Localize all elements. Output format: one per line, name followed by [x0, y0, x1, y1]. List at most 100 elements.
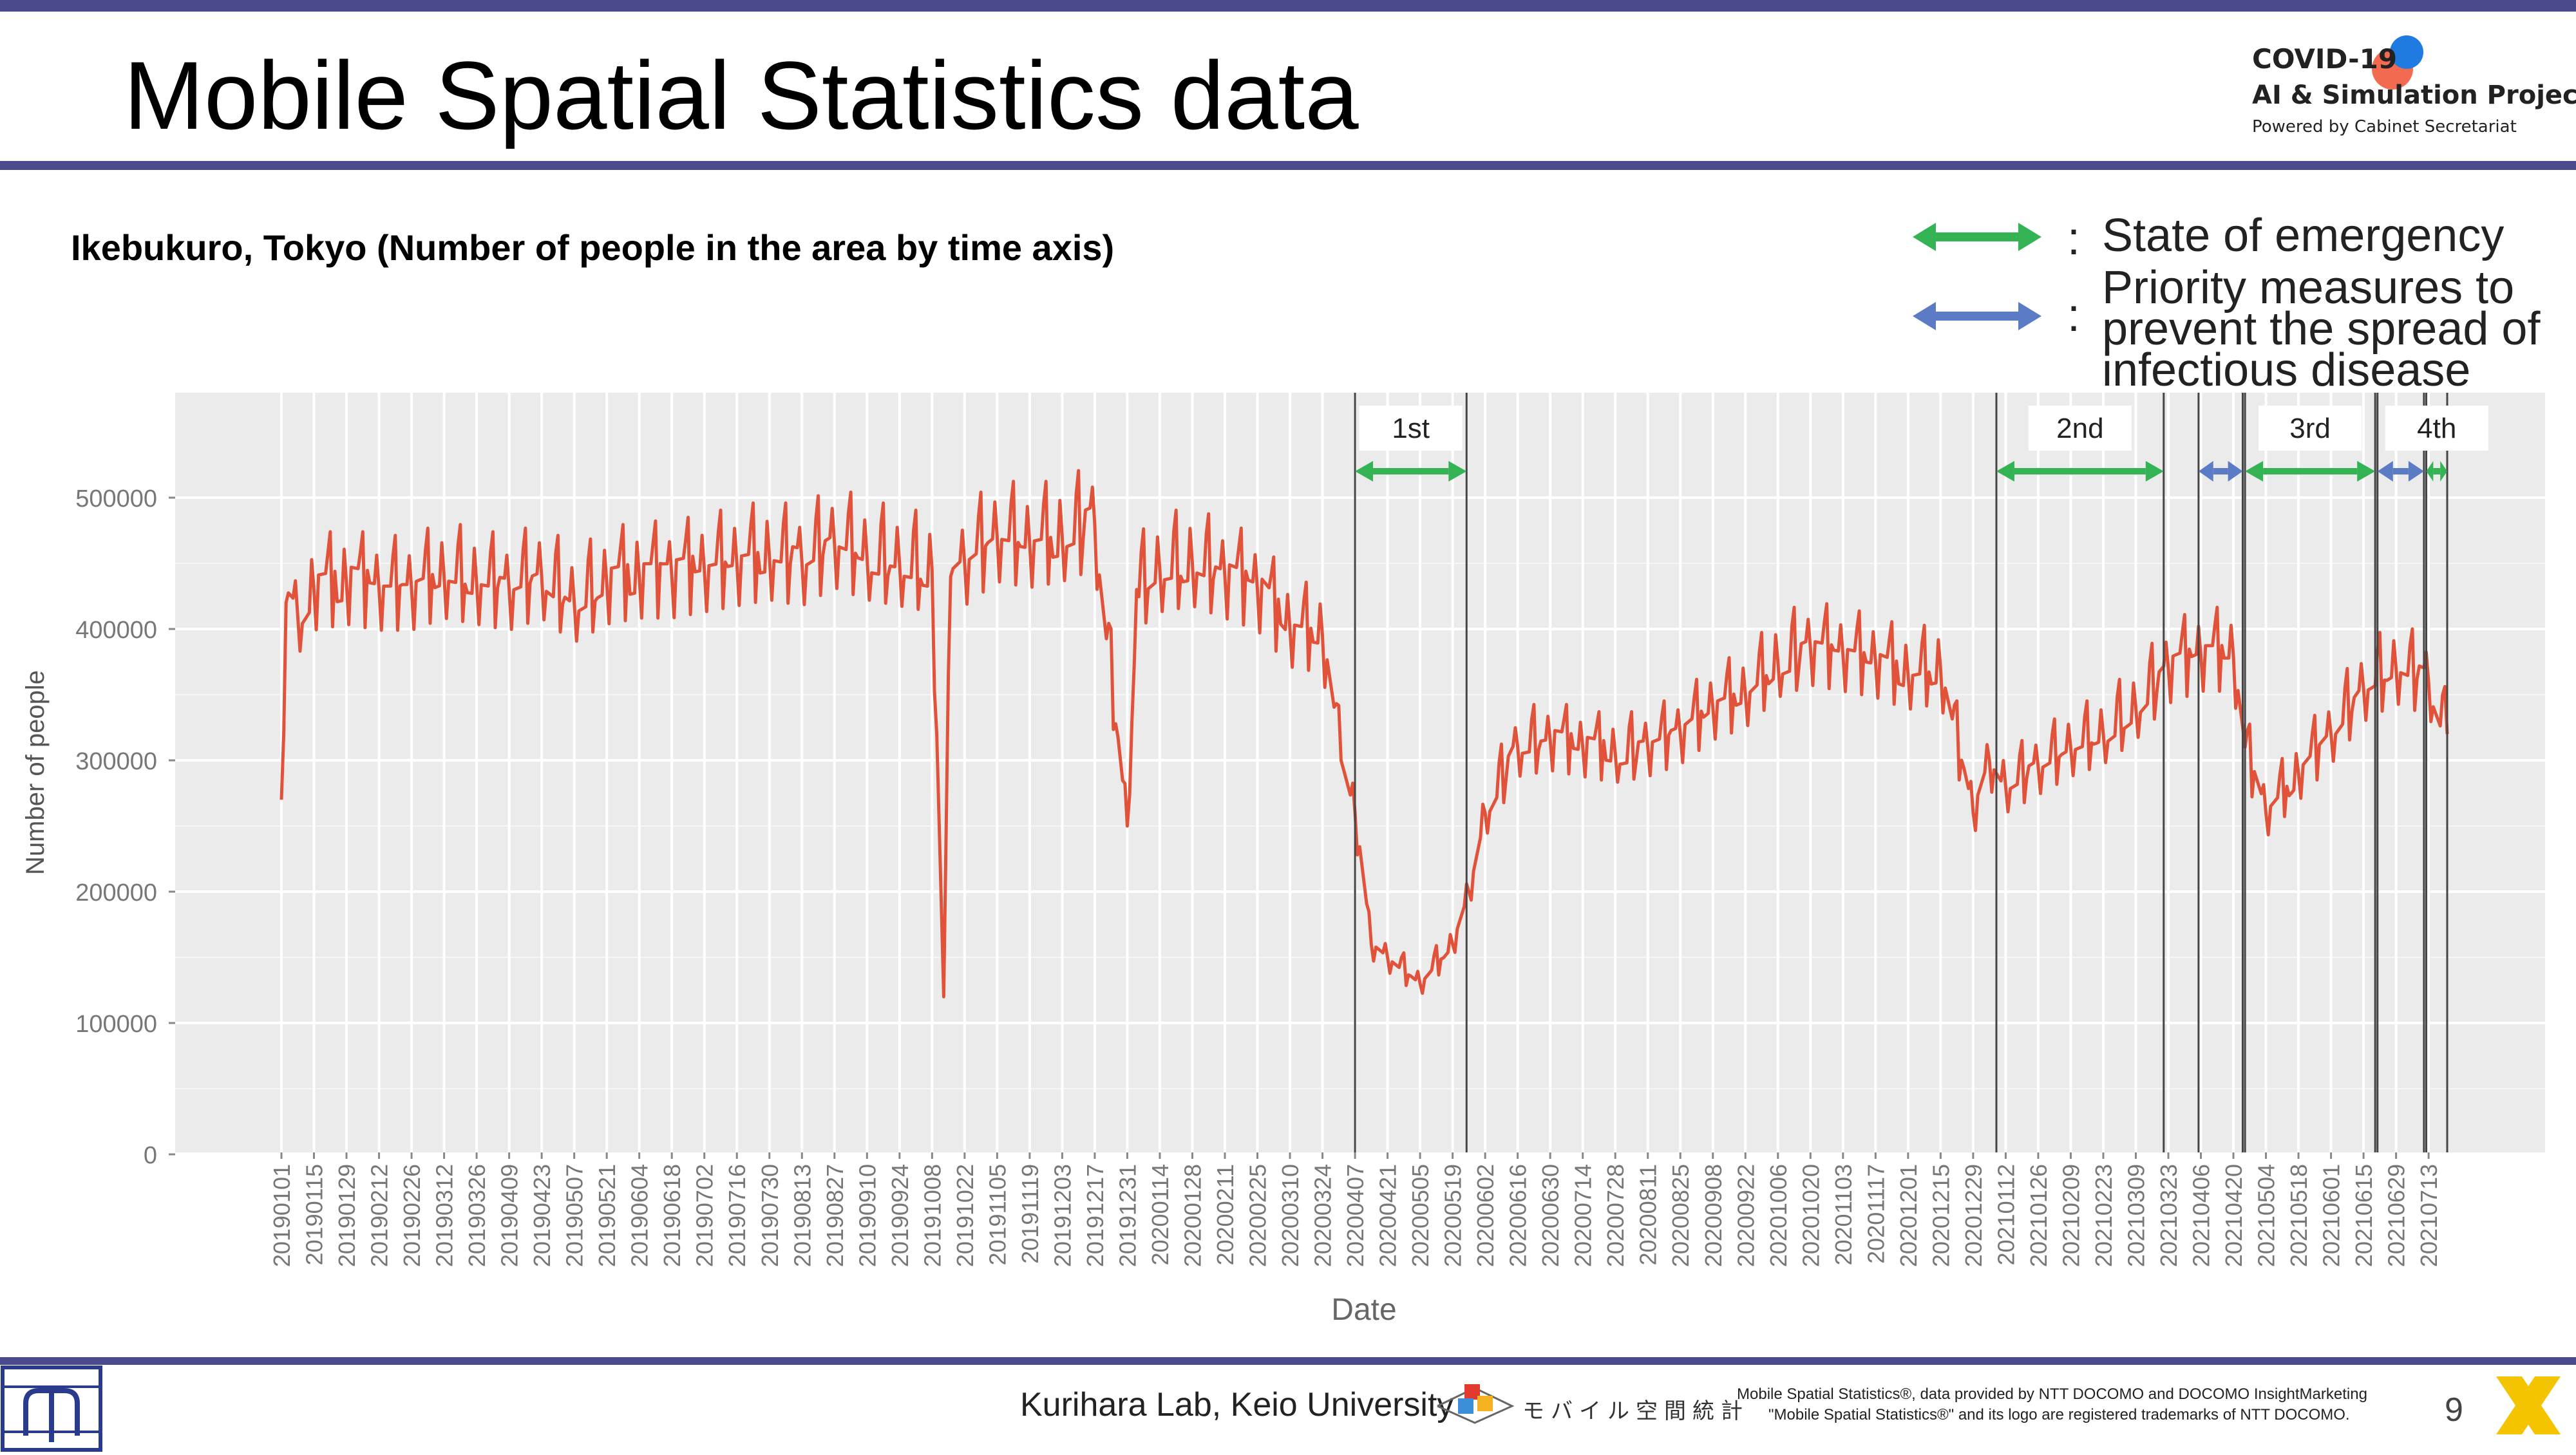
x-tick-label: 20210209: [2058, 1164, 2084, 1267]
x-tick-label: 20201006: [1765, 1164, 1792, 1267]
y-tick-labels: 0 100000 200000 300000 400000 500000: [75, 485, 157, 1169]
x-tick-label: 20190326: [464, 1164, 490, 1267]
x-tick-label: 20190129: [334, 1164, 360, 1267]
period-arrow-head: [2228, 461, 2243, 482]
x-tick-label: 20190924: [887, 1164, 913, 1267]
footer-note-line2: "Mobile Spatial Statistics®" and its log…: [1768, 1406, 2350, 1423]
x-tick-label: 20201229: [1960, 1164, 1987, 1267]
legend-colon-2: :: [2067, 290, 2081, 341]
x-tick-label: 20190716: [724, 1164, 750, 1267]
x-tick-label: 20200211: [1212, 1164, 1238, 1266]
x-tick-label: 20191203: [1049, 1164, 1075, 1267]
x-tick-label: 20210323: [2155, 1164, 2182, 1267]
x-tick-label: 20190212: [366, 1164, 393, 1267]
x-tick-label: 20210112: [1993, 1164, 2019, 1266]
docomo-logo-icon: [1437, 1384, 1515, 1424]
y-tick-label: 100000: [75, 1011, 157, 1038]
logo-text-line1: COVID-19: [2252, 43, 2398, 75]
chart-subtitle: Ikebukuro, Tokyo (Number of people in th…: [71, 227, 1115, 268]
x-tick-label: 20200114: [1147, 1164, 1173, 1266]
page-number: 9: [2445, 1391, 2463, 1429]
x-tick-label: 20191231: [1114, 1164, 1141, 1267]
logo-circle-blue: [2390, 35, 2423, 69]
period-markers: 1st 2nd 3rd 4th: [1354, 393, 2488, 1152]
x-tick-label: 20200505: [1407, 1164, 1434, 1267]
x-tick-label: 20190827: [822, 1164, 848, 1267]
period-arrow-head: [2408, 461, 2424, 482]
x-tick-label: 20200324: [1310, 1164, 1336, 1267]
x-tick-label: 20210309: [2123, 1164, 2149, 1267]
x-tick-label: 20210713: [2416, 1164, 2442, 1267]
legend-item-priority: : Priority measures to prevent the sprea…: [1913, 262, 2563, 396]
period-label-box: [2385, 406, 2488, 451]
x-tick-label: 20200310: [1277, 1164, 1303, 1267]
period-arrow-head: [1448, 461, 1467, 482]
logo-text-line3: Powered by Cabinet Secretariat: [2252, 117, 2517, 136]
project-x-logo-icon: [2496, 1376, 2561, 1434]
period-arrow-head: [2440, 461, 2447, 482]
legend-item-emergency: : State of emergency: [1913, 212, 2563, 265]
footer-credit: Kurihara Lab, Keio University: [1020, 1386, 1454, 1423]
x-tick-label: 20200811: [1635, 1164, 1662, 1266]
x-tick-label: 20191022: [952, 1164, 978, 1267]
x-tick-label: 20190423: [529, 1164, 555, 1267]
x-tick-labels: 20190101 20190115 20190129 20190212 20190226…: [269, 1164, 2442, 1267]
x-tick-label: 20210518: [2286, 1164, 2312, 1267]
period-arrow-head: [1996, 461, 2014, 482]
period-arrow-head: [2377, 461, 2393, 482]
footer-note-line1: Mobile Spatial Statistics®, data provide…: [1737, 1385, 2367, 1403]
x-tick-label: 20210420: [2221, 1164, 2247, 1267]
x-tick-label: 20210223: [2090, 1164, 2117, 1267]
x-tick-label: 20191119: [1017, 1164, 1043, 1264]
x-tick-label: 20201201: [1895, 1164, 1922, 1267]
line-chart: 0 100000 200000 300000 400000 500000 20190101…: [21, 393, 2545, 1327]
x-tick-label: 20190702: [692, 1164, 718, 1267]
x-tick-label: 20190604: [627, 1164, 653, 1267]
x-tick-label: 20200225: [1245, 1164, 1271, 1267]
x-tick-label: 20210126: [2025, 1164, 2052, 1267]
x-tick-label: 20201215: [1927, 1164, 1954, 1267]
x-tick-label: 20200519: [1440, 1164, 1466, 1267]
x-tick-label: 20190813: [789, 1164, 815, 1267]
period-arrow-head: [2198, 461, 2213, 482]
y-tick-label: 400000: [75, 617, 157, 644]
logo-text-line2: AI & Simulation Project: [2252, 80, 2576, 110]
y-tick-label: 200000: [75, 879, 157, 906]
x-tick-label: 20200908: [1700, 1164, 1727, 1267]
x-tick-label: 20201103: [1830, 1164, 1857, 1266]
legend-label-priority: Priority measures to prevent the spread …: [2102, 262, 2541, 396]
x-tick-label: 20200616: [1505, 1164, 1531, 1267]
x-tick-label: 20200421: [1375, 1164, 1401, 1267]
x-tick-label: 20190730: [757, 1164, 783, 1267]
period-arrow-head: [1355, 461, 1374, 482]
x-tick-label: 20200630: [1537, 1164, 1564, 1267]
x-tick-label: 20190409: [497, 1164, 523, 1267]
y-tick-label: 0: [144, 1142, 157, 1169]
period-label: 4th: [2417, 413, 2456, 444]
x-tick-label: 20200728: [1602, 1164, 1629, 1267]
period-label-box: [2259, 406, 2362, 451]
period-label: 1st: [1392, 413, 1430, 444]
legend-arrow-priority: [1913, 302, 2041, 330]
footer-brand-text: モバイル空間統計: [1522, 1399, 1749, 1423]
top-band: [0, 0, 2576, 12]
x-tick-label: 20190226: [399, 1164, 425, 1267]
legend-colon-1: :: [2067, 213, 2081, 265]
title-divider: [0, 161, 2576, 170]
x-tick-label: 20190312: [431, 1164, 458, 1267]
period-label-box: [1359, 406, 1463, 451]
x-tick-label: 20200602: [1472, 1164, 1499, 1267]
x-tick-label: 20210601: [2318, 1164, 2345, 1267]
x-tick-label: 20201020: [1797, 1164, 1824, 1267]
period-arrow-head: [2357, 461, 2376, 482]
x-tick-label: 20200922: [1732, 1164, 1759, 1267]
plot-panel: [175, 393, 2545, 1152]
series-line: [279, 469, 2449, 999]
series-layer: [279, 469, 2449, 999]
x-tick-label: 20191105: [984, 1164, 1010, 1266]
x-tick-label: 20190910: [854, 1164, 880, 1267]
x-tick-label: 20200714: [1570, 1164, 1596, 1267]
slide-title: Mobile Spatial Statistics data: [124, 41, 1359, 149]
y-tick-label: 300000: [75, 748, 157, 775]
x-tick-label: 20190507: [562, 1164, 588, 1267]
